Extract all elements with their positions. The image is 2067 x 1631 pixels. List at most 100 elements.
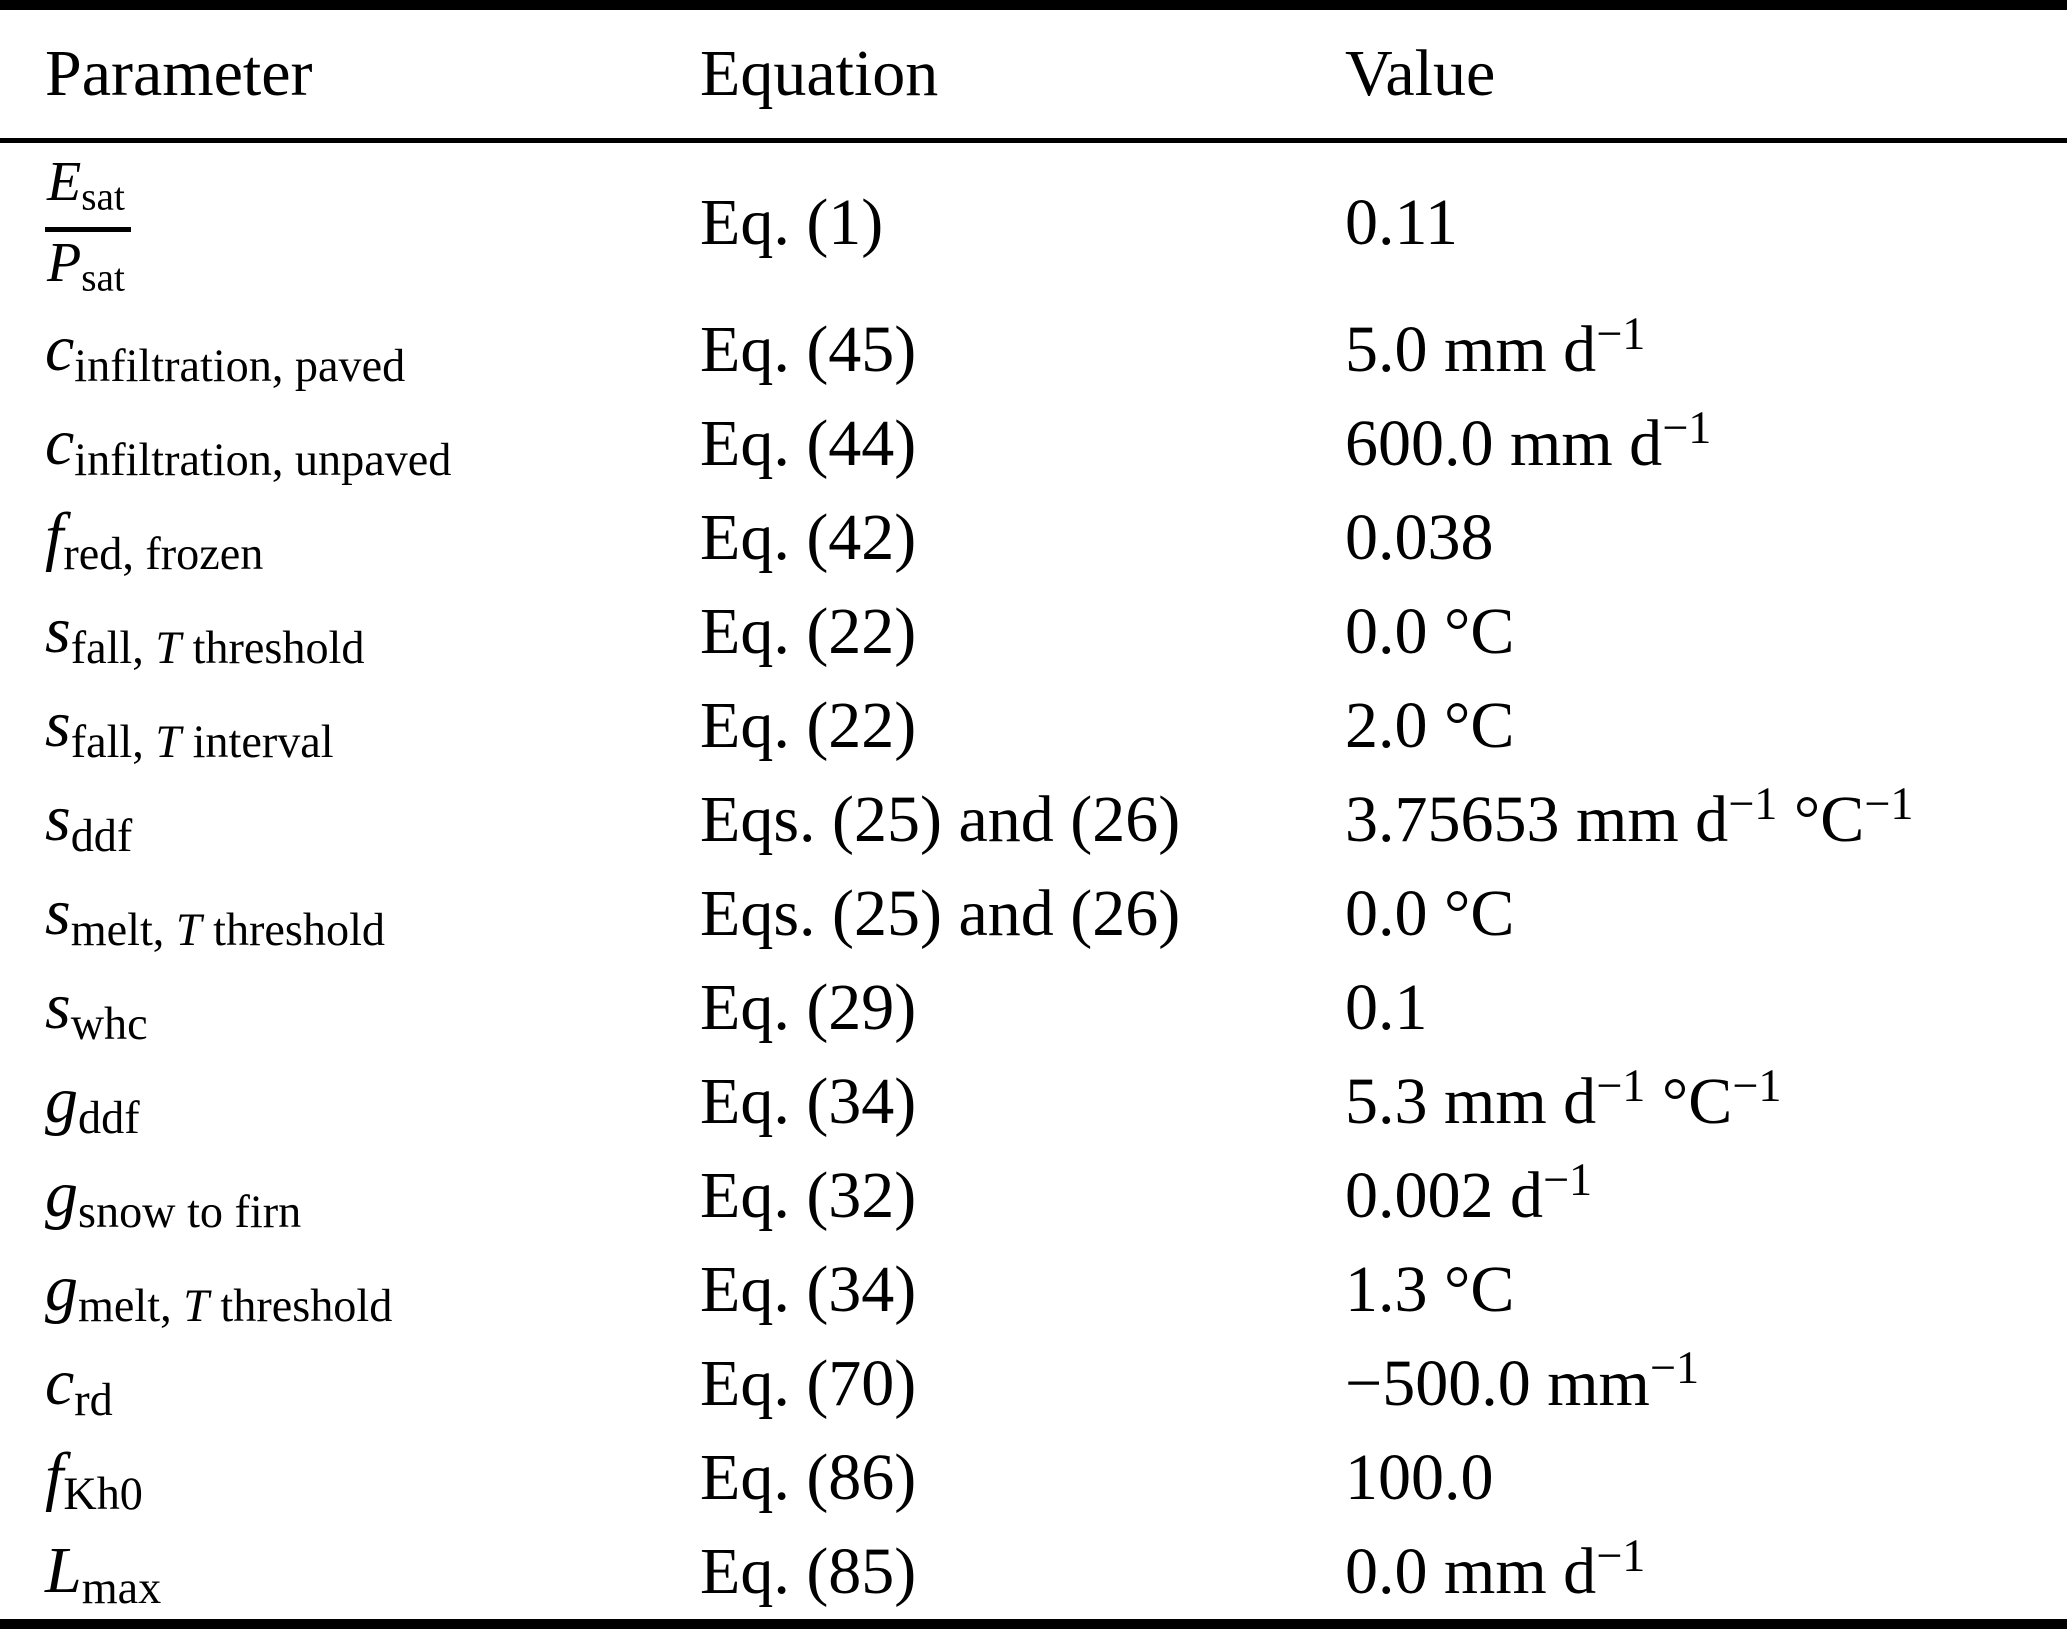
table-row: crd Eq. (70) −500.0 mm−1 [0, 1337, 2067, 1431]
param-symbol: g [45, 1063, 78, 1137]
header-equation-label: Equation [700, 37, 939, 110]
param-subscript: sat [81, 175, 125, 219]
equation-cell: Eq. (44) [700, 406, 1345, 482]
param-subscript-text: max [81, 1561, 162, 1613]
header-cell-value: Value [1345, 36, 2067, 112]
table-row: cinfiltration, paved Eq. (45) 5.0 mm d−1 [0, 303, 2067, 397]
param-subscript-text: ddf [78, 1091, 140, 1143]
param-subscript-text: Kh0 [63, 1467, 143, 1519]
equation-cell: Eqs. (25) and (26) [700, 782, 1345, 858]
value-superscript: −1 [1864, 778, 1914, 830]
equation-ref: Eq. (86) [700, 1441, 917, 1514]
value-text: −500.0 mm [1345, 1347, 1650, 1421]
param-symbol: s [45, 781, 71, 855]
parameter-cell: fred, frozen [0, 499, 700, 577]
parameter-cell: fKh0 [0, 1439, 700, 1517]
param-subscript-text: threshold [208, 1279, 393, 1331]
param-symbol: s [45, 875, 71, 949]
equation-ref: Eqs. (25) and (26) [700, 877, 1181, 950]
value-cell: 0.038 [1345, 500, 2067, 576]
parameter-cell: Esat Psat [0, 149, 700, 297]
param-symbol: L [45, 1533, 82, 1607]
equation-cell: Eq. (42) [700, 500, 1345, 576]
top-rule [0, 0, 2067, 10]
header-parameter-label: Parameter [45, 37, 313, 110]
parameter-cell: cinfiltration, unpaved [0, 405, 700, 483]
param-subscript-text: whc [70, 997, 148, 1049]
fraction: Esat Psat [45, 149, 131, 297]
value-text: 0.038 [1345, 501, 1494, 574]
value-superscript: −1 [1662, 402, 1712, 454]
parameter-cell: gmelt, T threshold [0, 1251, 700, 1329]
value-superscript: −1 [1649, 1342, 1700, 1394]
fraction-denominator: Psat [45, 232, 131, 298]
value-superscript: −1 [1596, 1530, 1646, 1582]
param-subscript: max [82, 1562, 162, 1613]
value-superscript: −1 [1596, 1060, 1646, 1112]
param-symbol: E [47, 150, 82, 213]
table-row: gddf Eq. (34) 5.3 mm d−1 °C−1 [0, 1055, 2067, 1149]
table-body: Esat Psat Eq. (1) 0.11 cinfiltration, pav… [0, 143, 2067, 1619]
equation-cell: Eq. (32) [700, 1158, 1345, 1234]
value-cell: 0.11 [1345, 185, 2067, 261]
equation-cell: Eq. (22) [700, 594, 1345, 670]
param-symbol: f [45, 1439, 64, 1513]
equation-cell: Eq. (22) [700, 688, 1345, 764]
value-text: 100.0 [1345, 1441, 1494, 1514]
param-symbol: g [45, 1251, 78, 1325]
value-text: 0.0 mm d [1345, 1535, 1597, 1609]
equation-ref: Eq. (34) [700, 1065, 917, 1138]
table-row: sddf Eqs. (25) and (26) 3.75653 mm d−1 °… [0, 773, 2067, 867]
param-subscript-text: melt, [70, 903, 176, 955]
header-rule [0, 138, 2067, 143]
equation-ref: Eqs. (25) and (26) [700, 783, 1181, 856]
param-symbol: c [45, 405, 75, 479]
value-superscript: −1 [1728, 778, 1778, 830]
param-subscript: rd [74, 1374, 112, 1425]
table-row: smelt, T threshold Eqs. (25) and (26) 0.… [0, 867, 2067, 961]
param-symbol: P [47, 231, 82, 294]
value-cell: 0.002 d−1 [1345, 1157, 2067, 1234]
param-subscript: red, frozen [63, 528, 263, 579]
value-cell: 0.1 [1345, 970, 2067, 1046]
table-row: fred, frozen Eq. (42) 0.038 [0, 491, 2067, 585]
value-cell: 3.75653 mm d−1 °C−1 [1345, 781, 2067, 858]
param-subscript-text: infiltration, paved [74, 339, 406, 391]
param-symbol: g [45, 1157, 78, 1231]
parameter-cell: sfall, T interval [0, 687, 700, 765]
value-cell: 2.0 °C [1345, 688, 2067, 764]
value-text: 0.0 °C [1345, 595, 1515, 668]
param-subscript-italic: T [155, 621, 182, 673]
param-symbol: s [45, 593, 71, 667]
param-symbol: s [45, 687, 71, 761]
bottom-rule [0, 1619, 2067, 1629]
equation-ref: Eq. (44) [700, 407, 917, 480]
value-text: 2.0 °C [1345, 689, 1515, 762]
param-symbol: c [45, 1345, 75, 1419]
param-subscript-text: snow to firn [78, 1185, 302, 1237]
param-subscript-italic: T [183, 1279, 209, 1331]
equation-ref: Eq. (85) [700, 1535, 917, 1608]
value-cell: 5.3 mm d−1 °C−1 [1345, 1063, 2067, 1140]
table-row: Esat Psat Eq. (1) 0.11 [0, 143, 2067, 303]
param-subscript-text: ddf [70, 809, 133, 861]
parameter-cell: Lmax [0, 1533, 700, 1611]
equation-ref: Eq. (22) [700, 595, 917, 668]
value-text: 0.002 d [1345, 1159, 1543, 1233]
table-row: fKh0 Eq. (86) 100.0 [0, 1431, 2067, 1525]
value-superscript: −1 [1596, 308, 1646, 360]
parameter-cell: gddf [0, 1063, 700, 1141]
param-subscript-text: fall, [70, 715, 156, 767]
value-text: 0.11 [1345, 186, 1459, 259]
equation-cell: Eq. (70) [700, 1346, 1345, 1422]
header-cell-parameter: Parameter [0, 36, 700, 112]
param-subscript: fall, T threshold [71, 622, 365, 673]
param-symbol: c [45, 311, 75, 385]
equation-ref: Eq. (34) [700, 1253, 917, 1326]
param-subscript: infiltration, unpaved [74, 434, 451, 485]
table-row: Lmax Eq. (85) 0.0 mm d−1 [0, 1525, 2067, 1619]
equation-cell: Eq. (34) [700, 1064, 1345, 1140]
equation-cell: Eq. (29) [700, 970, 1345, 1046]
value-cell: 0.0 °C [1345, 876, 2067, 952]
